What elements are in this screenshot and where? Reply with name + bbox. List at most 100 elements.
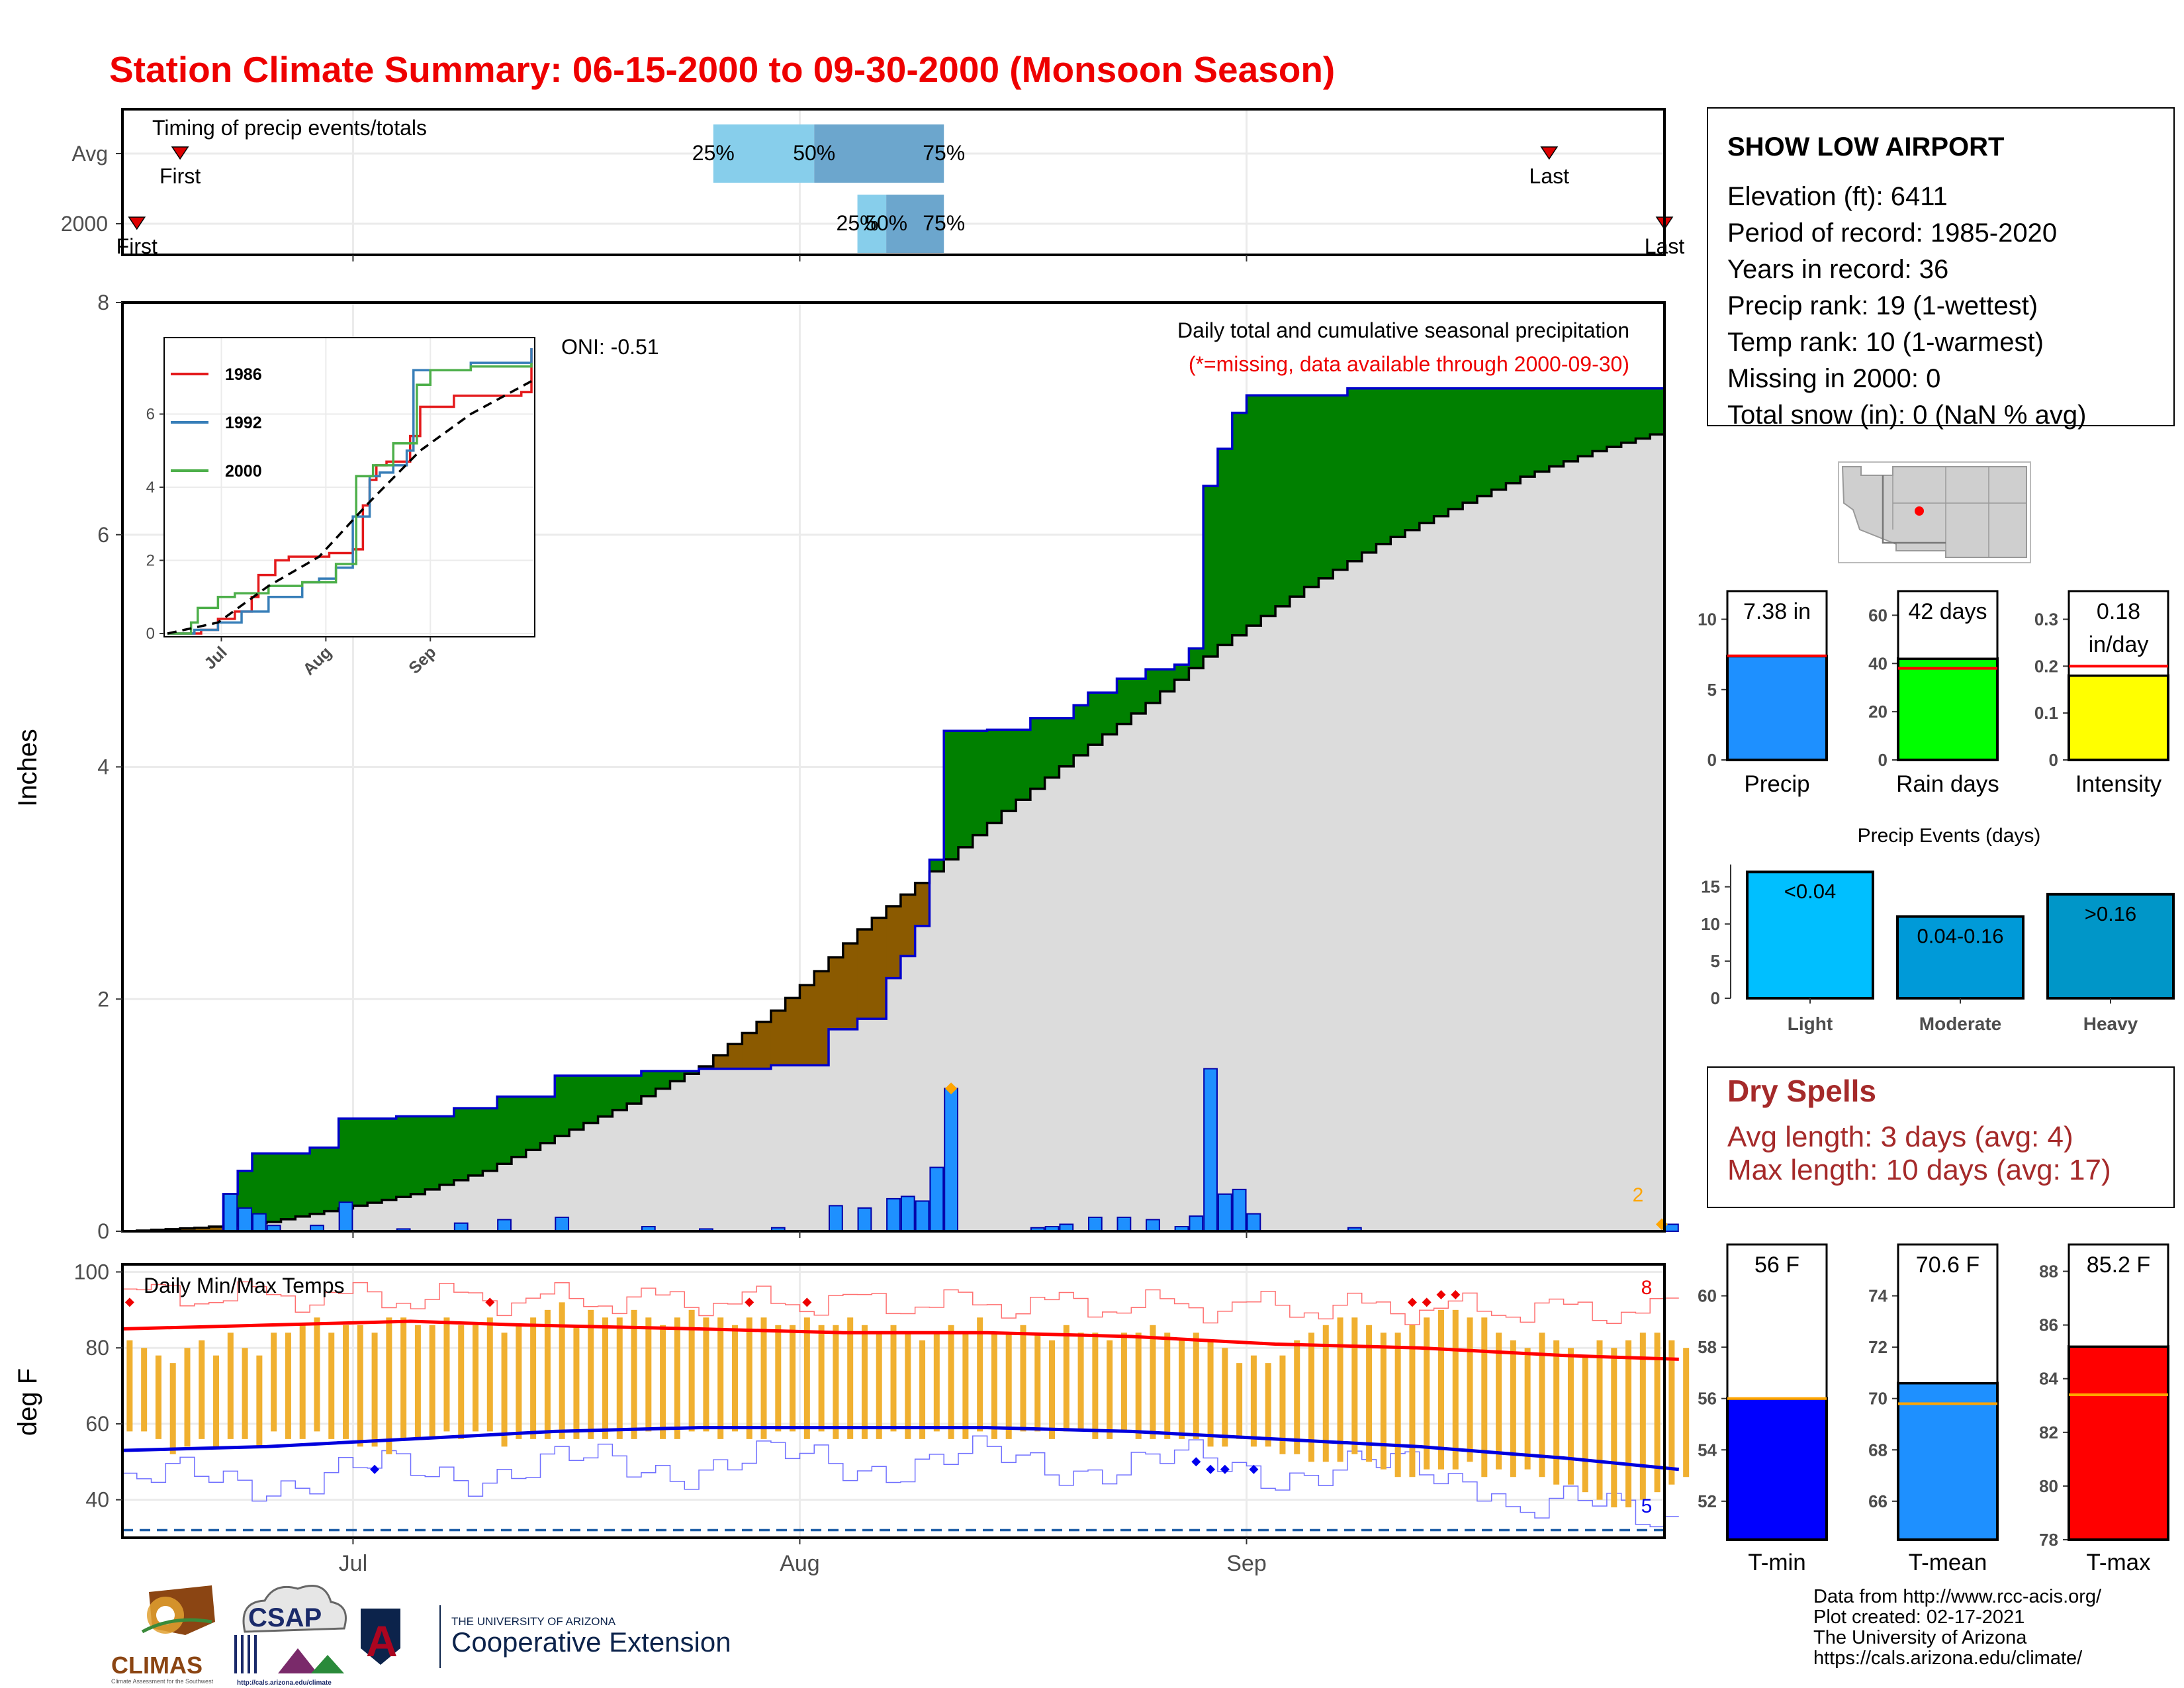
timing-bar-q25-q50 [713, 124, 815, 183]
inset-ytick-label: 6 [146, 406, 155, 424]
precip-daily-bar [1087, 1216, 1103, 1232]
summary-ytick-label: 52 [1698, 1491, 1717, 1511]
precip-wetter-band [439, 1116, 455, 1185]
temps-daily-bar [1596, 1340, 1603, 1500]
station-location-marker [1915, 506, 1924, 516]
temps-tmin-avg-line [122, 1426, 1680, 1472]
precip-wetter-band [1102, 692, 1118, 735]
temps-record-high-marker [802, 1297, 812, 1307]
temps-daily-bar [559, 1302, 565, 1439]
temps-xtick-label: Jul [339, 1551, 367, 1576]
events-bar-heavy [2046, 892, 2175, 1000]
summary-ytick-label: 0 [1707, 750, 1717, 770]
events-ytick-label: 5 [1711, 951, 1720, 971]
temps-daily-bar [631, 1309, 637, 1439]
precip-ytick-label: 6 [97, 523, 109, 547]
precip-daily-bar [251, 1213, 267, 1232]
timing-q50-label: 50% [793, 141, 835, 165]
temps-daily-bar [1222, 1348, 1228, 1447]
precip-wetter-band [1635, 388, 1651, 439]
temps-daily-bar [155, 1355, 161, 1439]
precip-ytick-label: 2 [97, 987, 109, 1011]
footer-line-2: Plot created: 02-17-2021 [1813, 1607, 2025, 1628]
temps-daily-bar [1179, 1340, 1185, 1439]
timing-frame [121, 108, 1666, 256]
events-ytick-label: 0 [1711, 988, 1720, 1008]
precip-wetter-band [612, 1075, 627, 1110]
temps-daily-bar [386, 1317, 392, 1454]
events-bar-label: <0.04 [1784, 880, 1836, 903]
dry-spells-box: Dry Spells Avg length: 3 days (avg: 4) M… [1707, 1066, 2175, 1208]
temps-daily-bar [1481, 1317, 1488, 1477]
precip-ytick-label: 8 [97, 291, 109, 314]
csap-logo-text: CSAP [248, 1603, 322, 1632]
footer-line-3: The University of Arizona [1813, 1627, 2027, 1648]
temps-daily-bar [790, 1325, 796, 1432]
dry-spells-max: Max length: 10 days (avg: 17) [1727, 1154, 2111, 1186]
precip-daily-bar [829, 1205, 843, 1232]
temps-daily-bar [256, 1355, 263, 1447]
temps-daily-bar [905, 1333, 911, 1439]
summary-bar-rain-days [1897, 657, 1999, 761]
precip-daily-bar [857, 1207, 872, 1233]
inset-ytick-label: 0 [146, 625, 155, 643]
precip-wetter-band [627, 1075, 642, 1104]
temps-ylabel: deg F [13, 1368, 42, 1436]
precip-wetter-band [1146, 669, 1161, 704]
summary-ytick-label: 54 [1698, 1440, 1717, 1460]
temps-daily-bar [760, 1317, 767, 1439]
temps-daily-bar [731, 1325, 738, 1432]
temps-daily-bar [473, 1325, 479, 1432]
summary-ytick-label: 60 [1868, 605, 1888, 625]
temps-daily-bar [847, 1317, 854, 1439]
precip-wetter-band [1376, 388, 1392, 544]
precip-wetter-band [1030, 718, 1046, 789]
temps-record-high-marker [1436, 1289, 1446, 1299]
precip-wetter-band [1246, 395, 1262, 626]
precip-wetter-band [324, 1147, 340, 1211]
precip-wetter-band [1203, 486, 1218, 657]
precip-daily-bar [886, 1197, 901, 1233]
temps-frame [121, 1263, 1666, 1539]
temps-daily-bar [1120, 1333, 1127, 1432]
precip-drier-band [799, 985, 815, 1066]
timing-q25-label: 25% [837, 211, 879, 235]
temps-daily-bar [458, 1325, 465, 1439]
precip-wetter-band [381, 1118, 397, 1200]
temps-daily-bar [1668, 1340, 1675, 1485]
temps-daily-bar [227, 1333, 234, 1439]
summary-bar-empty [2068, 590, 2169, 677]
summary-value-label: in/day [2089, 632, 2149, 657]
summary-ytick-label: 60 [1698, 1286, 1717, 1306]
footer-line-1: Data from http://www.rcc-acis.org/ [1813, 1586, 2102, 1607]
temps-daily-bar [948, 1325, 954, 1439]
temps-daily-bar [530, 1317, 537, 1439]
precip-wetter-band [1275, 395, 1291, 606]
precip-wetter-band [1232, 412, 1248, 635]
temps-daily-bar [1092, 1333, 1099, 1439]
summary-ytick-label: 0.2 [2034, 656, 2058, 676]
ua-logo-mark: A [366, 1617, 398, 1665]
precip-wetter-band [944, 731, 959, 860]
temps-daily-bar [1437, 1309, 1444, 1470]
temps-daily-bar [1265, 1363, 1271, 1447]
precip-wetter-band [1073, 705, 1089, 755]
temps-ytick-label: 100 [74, 1260, 109, 1284]
summary-panel-label: Intensity [2075, 771, 2162, 797]
temps-daily-bar [861, 1325, 868, 1439]
summary-ytick-label: 68 [1868, 1440, 1888, 1460]
dry-spells-title: Dry Spells [1727, 1074, 1876, 1108]
temps-daily-bar [328, 1333, 335, 1439]
temps-daily-bar [1380, 1333, 1387, 1470]
precip-drier-band [842, 943, 858, 1029]
temps-daily-bar [285, 1333, 291, 1439]
timing-first-label: First [159, 164, 201, 188]
timing-row-label: 2000 [61, 212, 108, 236]
precip-ytick-label: 0 [97, 1219, 109, 1243]
temps-daily-bar [414, 1325, 421, 1439]
page-title: Station Climate Summary: 06-15-2000 to 0… [109, 49, 1335, 90]
inset-series-2000 [167, 363, 533, 635]
precip-daily-bar [900, 1196, 915, 1232]
temps-daily-bar [1683, 1348, 1690, 1477]
precip-record-marker [945, 1082, 958, 1095]
